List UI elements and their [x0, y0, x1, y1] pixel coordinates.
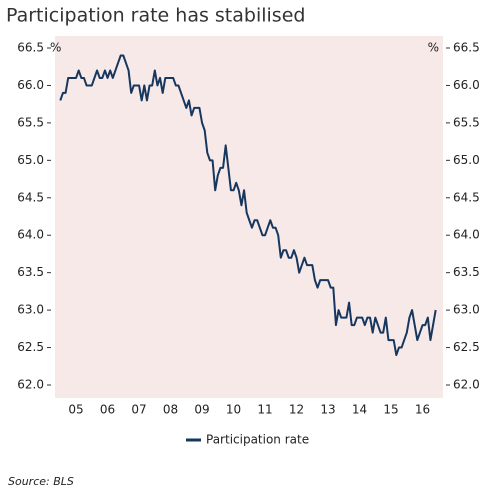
chart-title: Participation rate has stabilised	[6, 5, 305, 27]
x-tick-label: 06	[100, 403, 115, 417]
legend-label: Participation rate	[206, 433, 309, 447]
y2-tick-label: 65.0	[453, 153, 480, 167]
x-tick-label: 14	[352, 403, 367, 417]
y-axis-label: %	[50, 41, 61, 55]
y-tick-label: 65.5	[17, 115, 44, 129]
y2-tick-label: 62.0	[453, 378, 480, 392]
y-tick-label: 62.0	[17, 378, 44, 392]
y2-tick-label: 62.5	[453, 340, 480, 354]
source: Source: BLS	[8, 475, 74, 488]
y-tick-label: 66.5	[17, 41, 44, 55]
y2-tick-label: 66.5	[453, 41, 480, 55]
y-tick-label: 64.0	[17, 228, 44, 242]
y-tick-label: 65.0	[17, 153, 44, 167]
x-tick-label: 12	[289, 403, 304, 417]
y2-tick-label: 63.5	[453, 265, 480, 279]
y-tick-label: 66.0	[17, 78, 44, 92]
x-tick-label: 11	[257, 403, 272, 417]
x-tick-label: 05	[68, 403, 83, 417]
y2-tick-label: 66.0	[453, 78, 480, 92]
x-tick-label: 08	[163, 403, 178, 417]
y-tick-label: 63.5	[17, 265, 44, 279]
y-tick-label: 64.5	[17, 190, 44, 204]
line	[59, 54, 437, 357]
x-tick-label: 13	[320, 403, 335, 417]
y-tick-label: 62.5	[17, 340, 44, 354]
y-tick-label: 63.0	[17, 303, 44, 317]
x-tick-label: 16	[415, 403, 430, 417]
y2-tick-label: 64.5	[453, 190, 480, 204]
x-tick-label: 09	[194, 403, 209, 417]
x-tick-label: 07	[131, 403, 146, 417]
y2-axis-label: %	[428, 41, 439, 55]
x-tick-label: 15	[383, 403, 398, 417]
y2-tick-label: 64.0	[453, 228, 480, 242]
y2-tick-label: 65.5	[453, 115, 480, 129]
y2-tick-label: 63.0	[453, 303, 480, 317]
x-tick-label: 10	[226, 403, 241, 417]
